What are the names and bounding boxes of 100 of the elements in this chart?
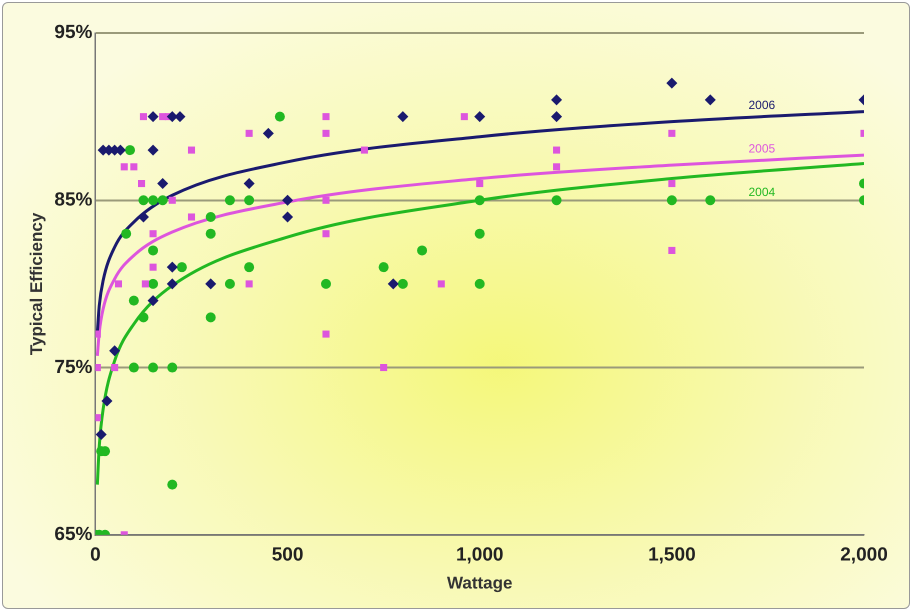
point [114,280,122,288]
point [128,362,139,373]
point [474,195,485,206]
point [244,262,254,272]
point [224,195,235,206]
point [474,228,485,239]
point [96,428,107,440]
point [360,146,368,154]
point [666,78,678,89]
point [398,278,408,289]
point [188,146,196,154]
point [262,128,274,139]
point [95,414,101,422]
x-tick-label: 1,000 [456,544,504,566]
point [460,113,468,120]
point [282,211,294,222]
point [380,364,388,372]
y-tick-label: 75% [54,356,93,378]
point [552,195,562,206]
point [666,195,677,206]
point [553,146,560,154]
point [148,195,158,206]
point [148,111,159,122]
point [668,180,676,188]
point [111,364,118,372]
point [388,278,399,290]
point [121,228,132,239]
point [125,145,136,156]
point [167,362,178,373]
point [148,278,158,289]
point [282,194,294,206]
point [205,278,216,290]
point [142,280,149,288]
point [551,94,562,106]
point [378,262,389,272]
point [157,178,168,190]
point [158,195,168,206]
point [668,246,676,254]
point [148,295,159,306]
point [322,113,330,120]
point [322,196,330,204]
point [322,130,330,137]
series-label: 2006 [748,98,776,112]
x-axis-title: Wattage [446,573,512,592]
point [101,395,112,406]
point [705,195,716,206]
point [668,130,676,137]
point [206,312,216,322]
y-tick-label: 95% [54,22,93,44]
point [246,280,253,288]
point [148,362,158,373]
point [168,196,176,204]
point [166,262,178,273]
point [551,111,562,122]
point [148,245,158,256]
point [95,330,101,338]
point [417,245,428,256]
point [321,278,331,289]
point [474,278,485,289]
point [246,130,253,137]
point [438,280,445,288]
point [138,180,146,188]
x-tick-label: 500 [272,544,304,566]
point [109,345,120,356]
point [140,113,147,120]
series-label: 2004 [748,184,776,199]
point [476,180,484,188]
x-tick-label: 1,500 [648,544,696,566]
point [474,111,486,122]
y-axis-title: Typical Efficiency [26,212,46,356]
point [188,213,196,221]
point [206,212,216,222]
series-label: 2005 [748,141,776,156]
x-tick-label: 0 [90,544,101,566]
point [95,364,101,372]
point [138,195,148,206]
point [166,111,178,122]
point [322,230,330,238]
point [148,144,159,156]
line-series [96,162,864,486]
point [150,230,157,238]
point [128,296,139,306]
y-tick-label: 65% [54,524,93,546]
line-series [96,154,864,358]
point [244,195,254,206]
point [138,312,148,322]
point [176,262,187,272]
point [120,163,128,170]
point [206,228,216,239]
point [167,480,178,490]
y-tick-label: 85% [54,190,93,210]
point [553,163,560,170]
point [130,163,138,170]
point [166,278,178,290]
x-tick-label: 2,000 [840,544,888,566]
point [322,330,330,338]
point [244,178,255,190]
point [274,112,285,122]
point [224,278,235,289]
point [704,94,716,106]
